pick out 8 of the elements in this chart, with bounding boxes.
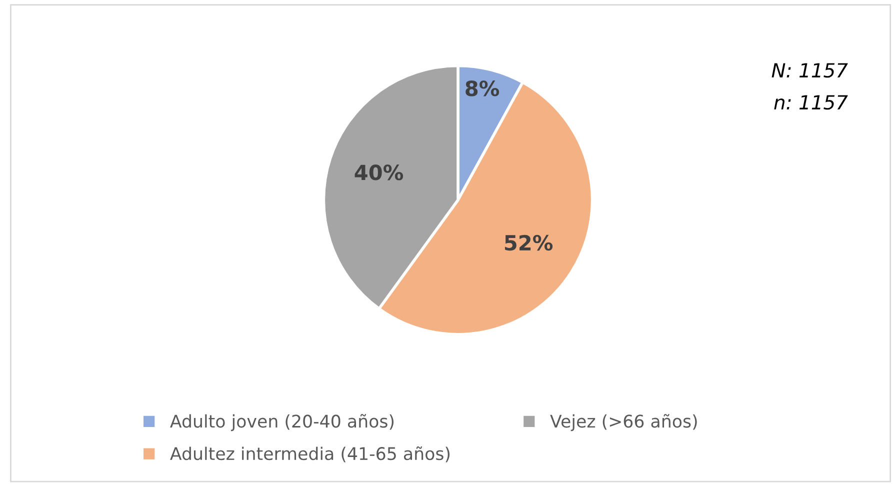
text: N: 1157 — [772, 63, 848, 78]
data-label: 52% — [504, 234, 553, 251]
text: n: 1157 — [774, 95, 848, 110]
legend-label: Adulto joven (20-40 años) — [170, 414, 394, 432]
legend-label: Vejez (>66 años) — [550, 414, 697, 432]
legend-label: Adultez intermedia (41-65 años) — [170, 446, 450, 462]
data-label: 40% — [354, 164, 404, 180]
data-label: 8% — [466, 80, 500, 96]
